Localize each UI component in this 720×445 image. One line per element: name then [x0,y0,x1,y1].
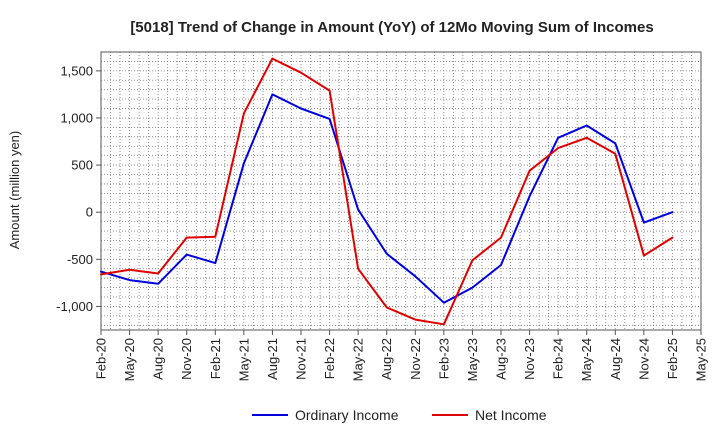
legend-label: Ordinary Income [295,407,399,423]
y-axis-label: Amount (million yen) [7,131,22,250]
x-tick-label: Aug-21 [265,338,280,380]
x-tick-label: May-21 [236,338,251,381]
x-tick-label: May-25 [694,338,709,381]
x-tick-label: Aug-20 [151,338,166,380]
x-tick-label: Feb-25 [665,338,680,379]
x-tick-label: Nov-22 [408,338,423,380]
y-tick-label: -500 [67,252,93,267]
legend-label: Net Income [475,407,547,423]
series-lines [100,57,674,326]
x-tick-label: Aug-23 [494,338,509,380]
x-tick-label: Feb-24 [551,338,566,379]
x-tick-label: Nov-21 [294,338,309,380]
y-tick-label: 1,000 [60,110,93,125]
x-tick-label: Feb-22 [322,338,337,379]
x-tick-label: May-22 [351,338,366,381]
x-tick-label: May-20 [122,338,137,381]
x-tick-label: May-24 [579,338,594,381]
x-tick-label: May-23 [465,338,480,381]
axes: -1,000 -500 0 500 1,000 1,500 Feb-20 May-20 Aug-… [56,51,709,381]
x-tick-label: Feb-20 [94,338,109,379]
legend: Ordinary Income Net Income [252,407,547,423]
y-tick-label: -1,000 [56,299,93,314]
plot-frame [100,51,702,331]
x-tick-label: Aug-22 [379,338,394,380]
grid [100,51,702,330]
x-tick-label: Nov-24 [636,338,651,380]
x-tick-label: Nov-20 [179,338,194,380]
x-tick-label: Feb-21 [208,338,223,379]
chart-title: [5018] Trend of Change in Amount (YoY) o… [130,19,653,36]
y-tick-label: 1,500 [60,63,93,78]
series-line [100,57,674,326]
x-tick-label: Nov-23 [522,338,537,380]
series-line [100,93,674,304]
x-tick-label: Aug-24 [608,338,623,380]
plot-area [101,52,701,330]
x-tick-label: Feb-23 [436,338,451,379]
y-tick-label: 0 [86,205,93,220]
y-tick-label: 500 [71,158,93,173]
